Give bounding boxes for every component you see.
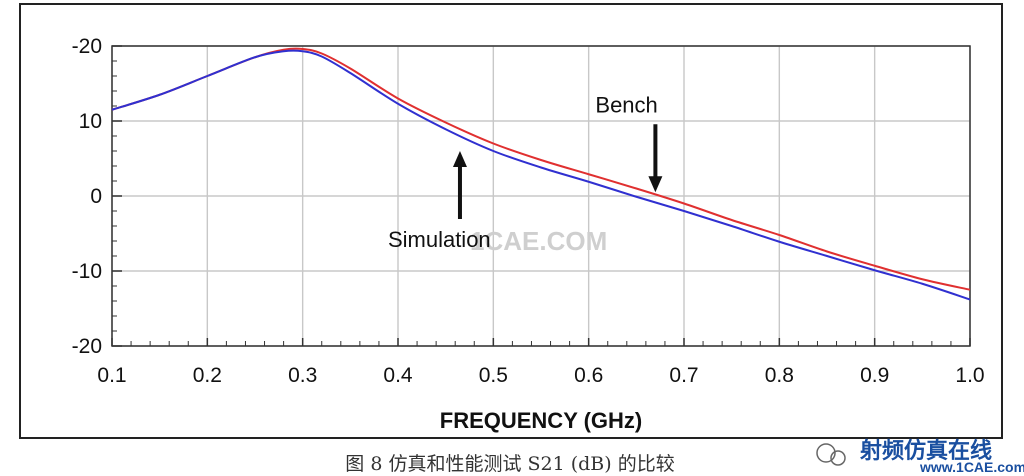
annotations: Bench Simulation	[388, 92, 663, 252]
x-tick-label: 0.2	[193, 364, 222, 387]
y-tick-label: 10	[79, 110, 102, 133]
outer-frame	[19, 3, 1003, 439]
y-tick-labels: -20 10 0 -10 -20	[72, 35, 102, 358]
annotation-bench: Bench	[595, 92, 657, 117]
x-tick-labels: 0.1 0.2 0.3 0.4 0.5 0.6 0.7 0.8 0.9 1.0	[97, 364, 984, 387]
watermark-text: 射频仿真在线	[859, 438, 992, 463]
x-tick-label: 0.4	[383, 364, 413, 387]
y-tick-label: -20	[72, 35, 102, 58]
x-tick-label: 0.8	[765, 364, 794, 387]
faint-watermark: 1CAE.COM	[470, 226, 607, 256]
series-line-simulation	[111, 49, 971, 301]
watermark-url: www.1CAE.com	[919, 459, 1024, 475]
x-tick-label: 0.6	[574, 364, 603, 387]
arrow-bench-head	[648, 176, 663, 193]
plot-area-border	[111, 45, 971, 347]
y-tick-label: 0	[90, 185, 102, 208]
series	[111, 47, 971, 301]
x-tick-label: 0.9	[860, 364, 889, 387]
figure-caption: 图 8 仿真和性能测试 S21 (dB) 的比较	[345, 453, 674, 475]
wechat-icon	[816, 443, 836, 463]
grid	[111, 45, 971, 347]
x-axis-title: FREQUENCY (GHz)	[440, 408, 643, 433]
wechat-icon-bubble	[830, 450, 846, 466]
x-tick-label: 0.7	[669, 364, 698, 387]
annotation-simulation: Simulation	[388, 227, 491, 252]
x-tick-label: 0.1	[97, 364, 126, 387]
x-tick-label: 0.3	[288, 364, 317, 387]
watermark-logo: 射频仿真在线 www.1CAE.com	[816, 438, 1024, 475]
y-tick-label: -10	[72, 260, 102, 283]
x-tick-label: 0.5	[479, 364, 508, 387]
arrow-simulation-head	[452, 151, 467, 167]
y-tick-label: -20	[72, 335, 102, 358]
x-tick-label: 1.0	[955, 364, 984, 387]
